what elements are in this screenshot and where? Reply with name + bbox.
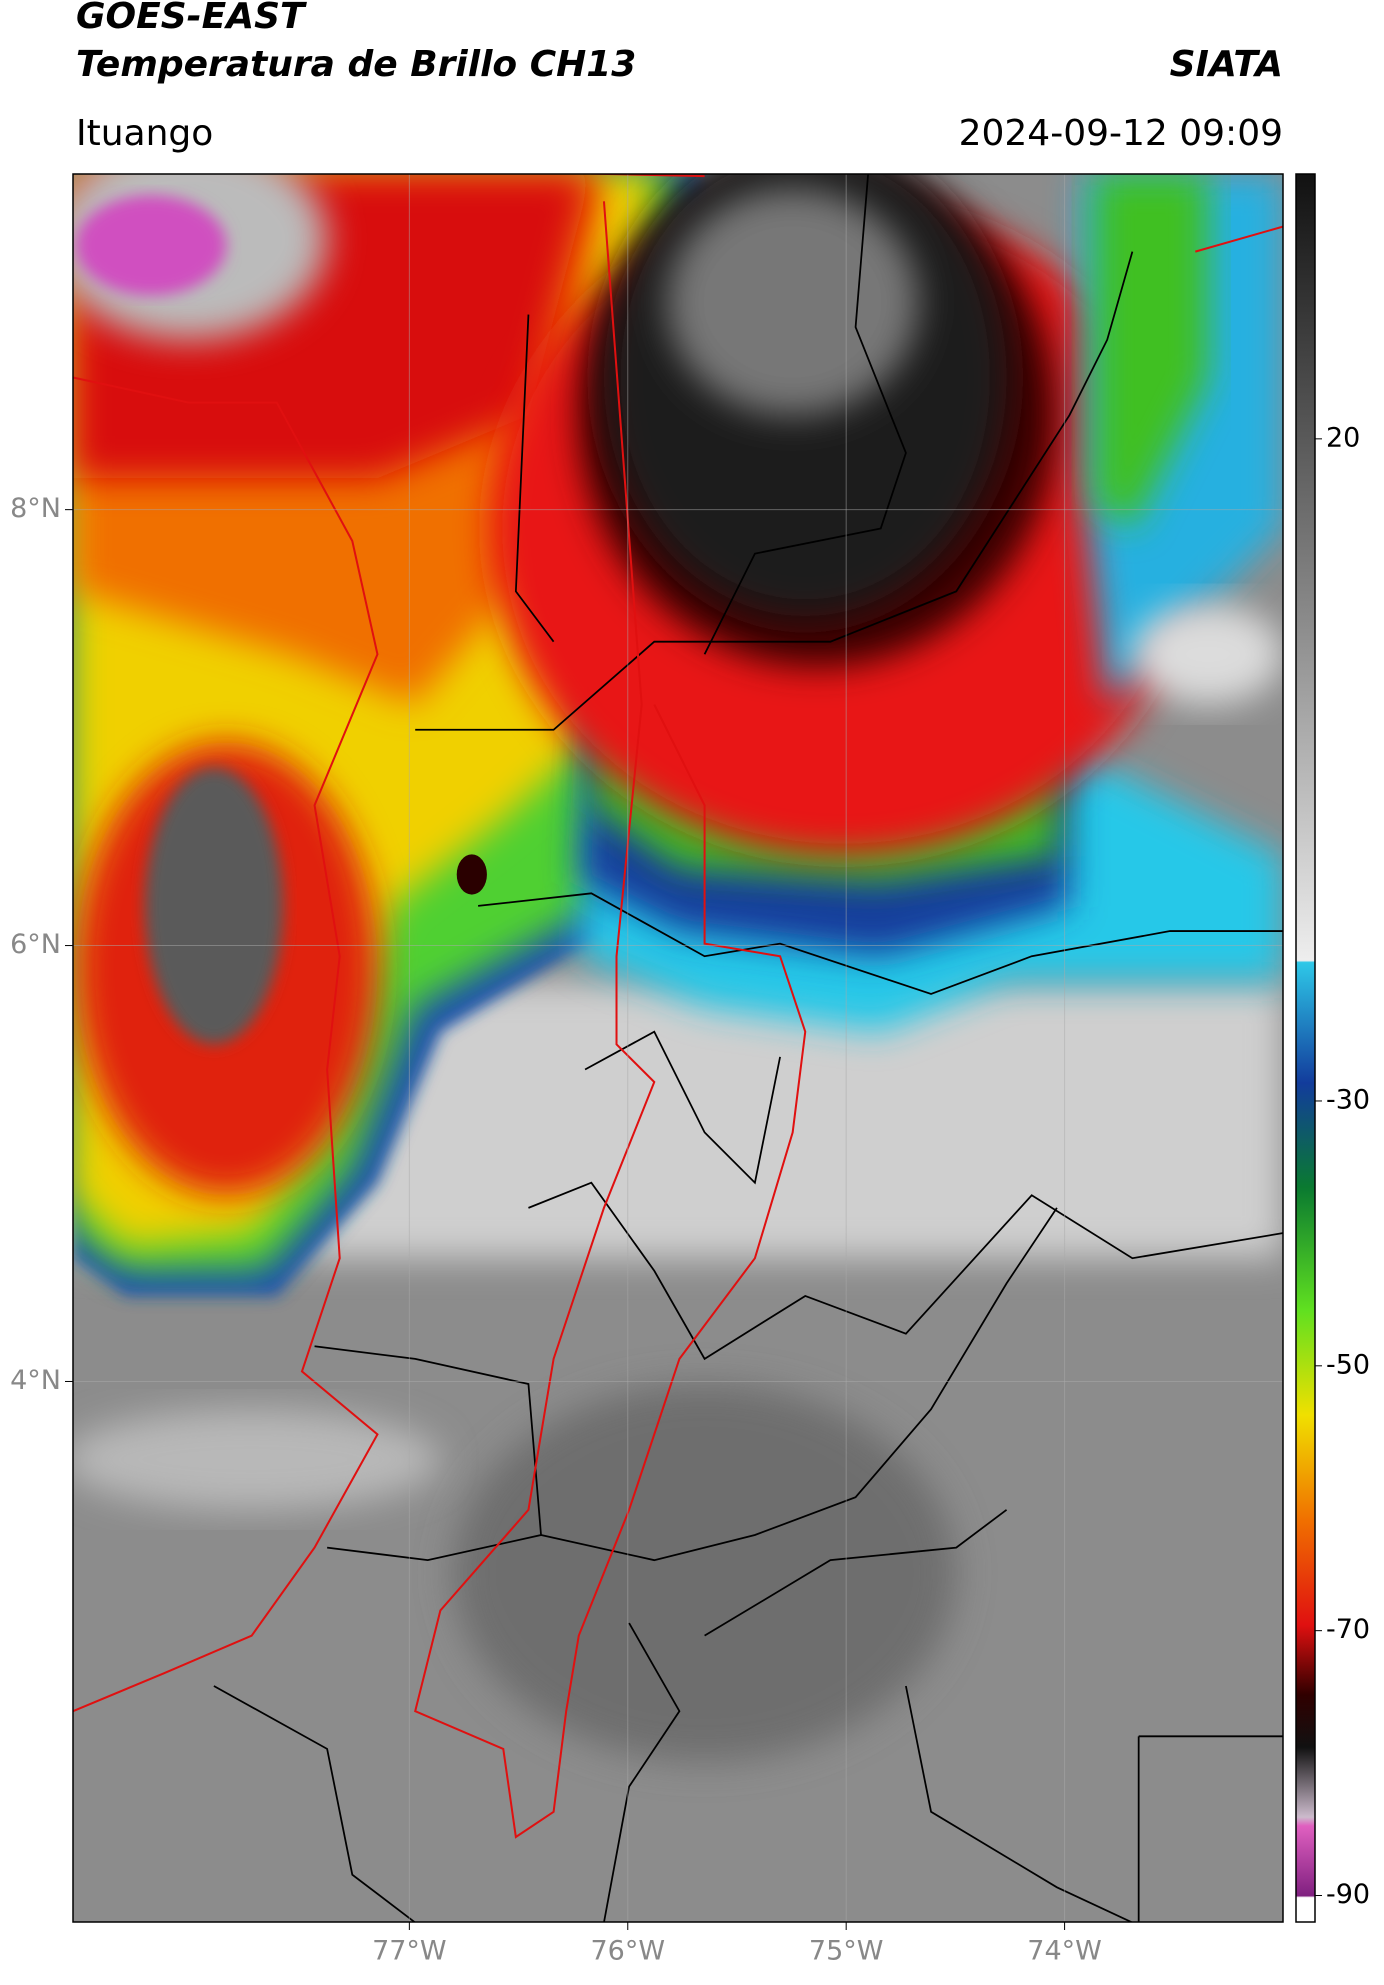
agency: SIATA	[1170, 44, 1283, 85]
x-tick-label: 77°W	[372, 1936, 447, 1967]
title-product: Temperatura de Brillo CH13	[76, 44, 636, 85]
satellite-image	[72, 173, 1284, 1923]
x-tick-label: 74°W	[1027, 1936, 1102, 1967]
title-satellite: GOES-EAST	[76, 0, 307, 37]
location: Ituango	[76, 113, 213, 154]
colorbar	[1295, 173, 1316, 1923]
datetime: 2024-09-12 09:09	[959, 113, 1283, 154]
colorbar-tick-label: -90	[1326, 1879, 1370, 1910]
colorbar-tick-label: 20	[1326, 422, 1360, 453]
x-tick-label: 75°W	[809, 1936, 884, 1967]
y-tick-label: 6°N	[10, 929, 61, 960]
colorbar-tick-label: -30	[1326, 1084, 1370, 1115]
y-tick-label: 8°N	[10, 493, 61, 524]
axes: 77°W 76°W 75°W 74°W 8°N 6°N 4°N 20 -30 -50 -70 -90	[10, 174, 1370, 1967]
colorbar-tick-label: -50	[1326, 1349, 1370, 1380]
x-tick-label: 76°W	[590, 1936, 665, 1967]
y-tick-label: 4°N	[10, 1365, 61, 1396]
colorbar-tick-label: -70	[1326, 1614, 1370, 1645]
map-frame	[72, 173, 1284, 1923]
